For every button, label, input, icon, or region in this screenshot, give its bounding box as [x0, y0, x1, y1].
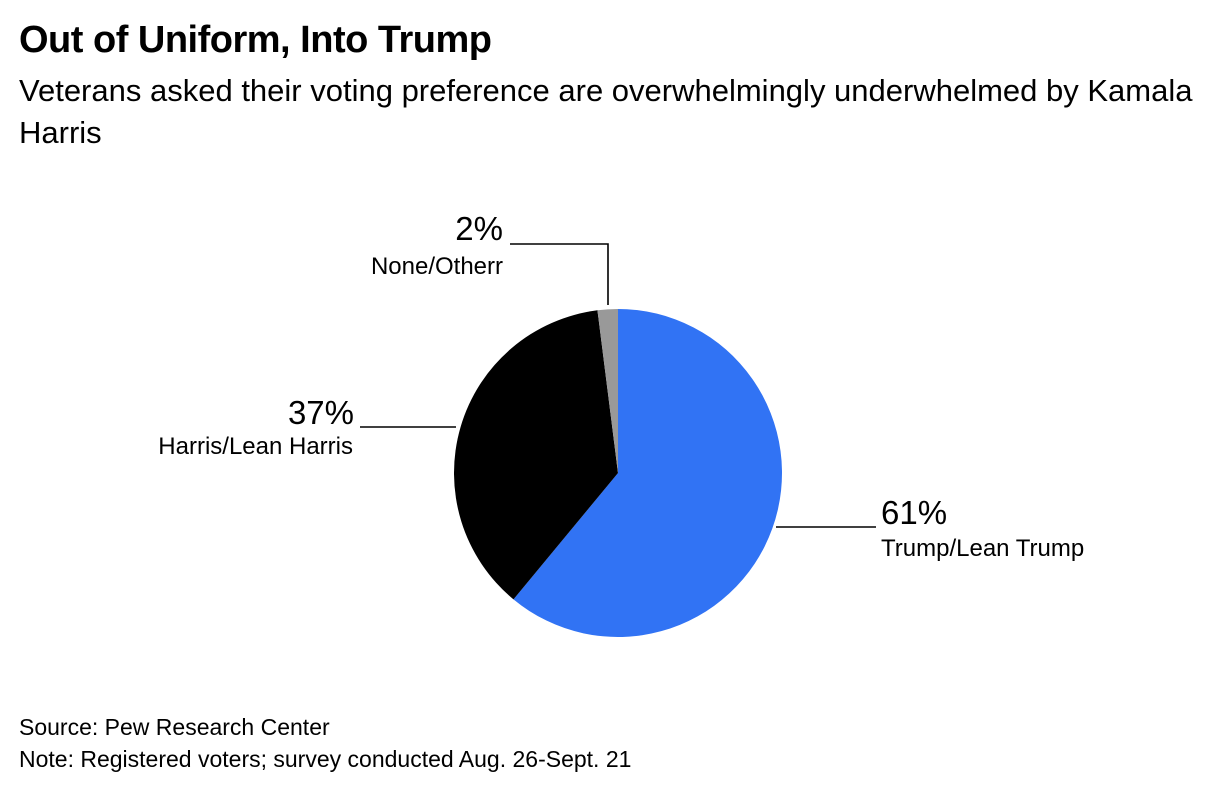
leader-line-none-otherr	[510, 243, 609, 305]
category-label-trump-lean-trump: Trump/Lean Trump	[881, 535, 1084, 562]
chart-title: Out of Uniform, Into Trump	[19, 19, 492, 61]
pie-slices	[454, 309, 782, 637]
source-note: Source: Pew Research Center	[19, 714, 330, 740]
slice-trump-lean-trump	[513, 309, 782, 637]
pie-labels: 61% Trump/Lean Trump 37%Harris/Lean Harris…	[158, 210, 1084, 562]
value-label-none-otherr: 2%	[455, 210, 503, 247]
value-label-trump-lean-trump: 61%	[881, 494, 947, 531]
footnote: Note: Registered voters; survey conducte…	[19, 746, 632, 772]
category-label-none-otherr: None/Otherr	[371, 253, 503, 280]
slice-none-otherr	[597, 309, 618, 473]
category-label-harris-lean-harris: Harris/Lean Harris	[158, 433, 353, 460]
value-label-harris-lean-harris: 37%	[288, 394, 354, 431]
slice-harris-lean-harris	[454, 310, 618, 600]
chart-subtitle: Veterans asked their voting preference a…	[19, 73, 1193, 150]
